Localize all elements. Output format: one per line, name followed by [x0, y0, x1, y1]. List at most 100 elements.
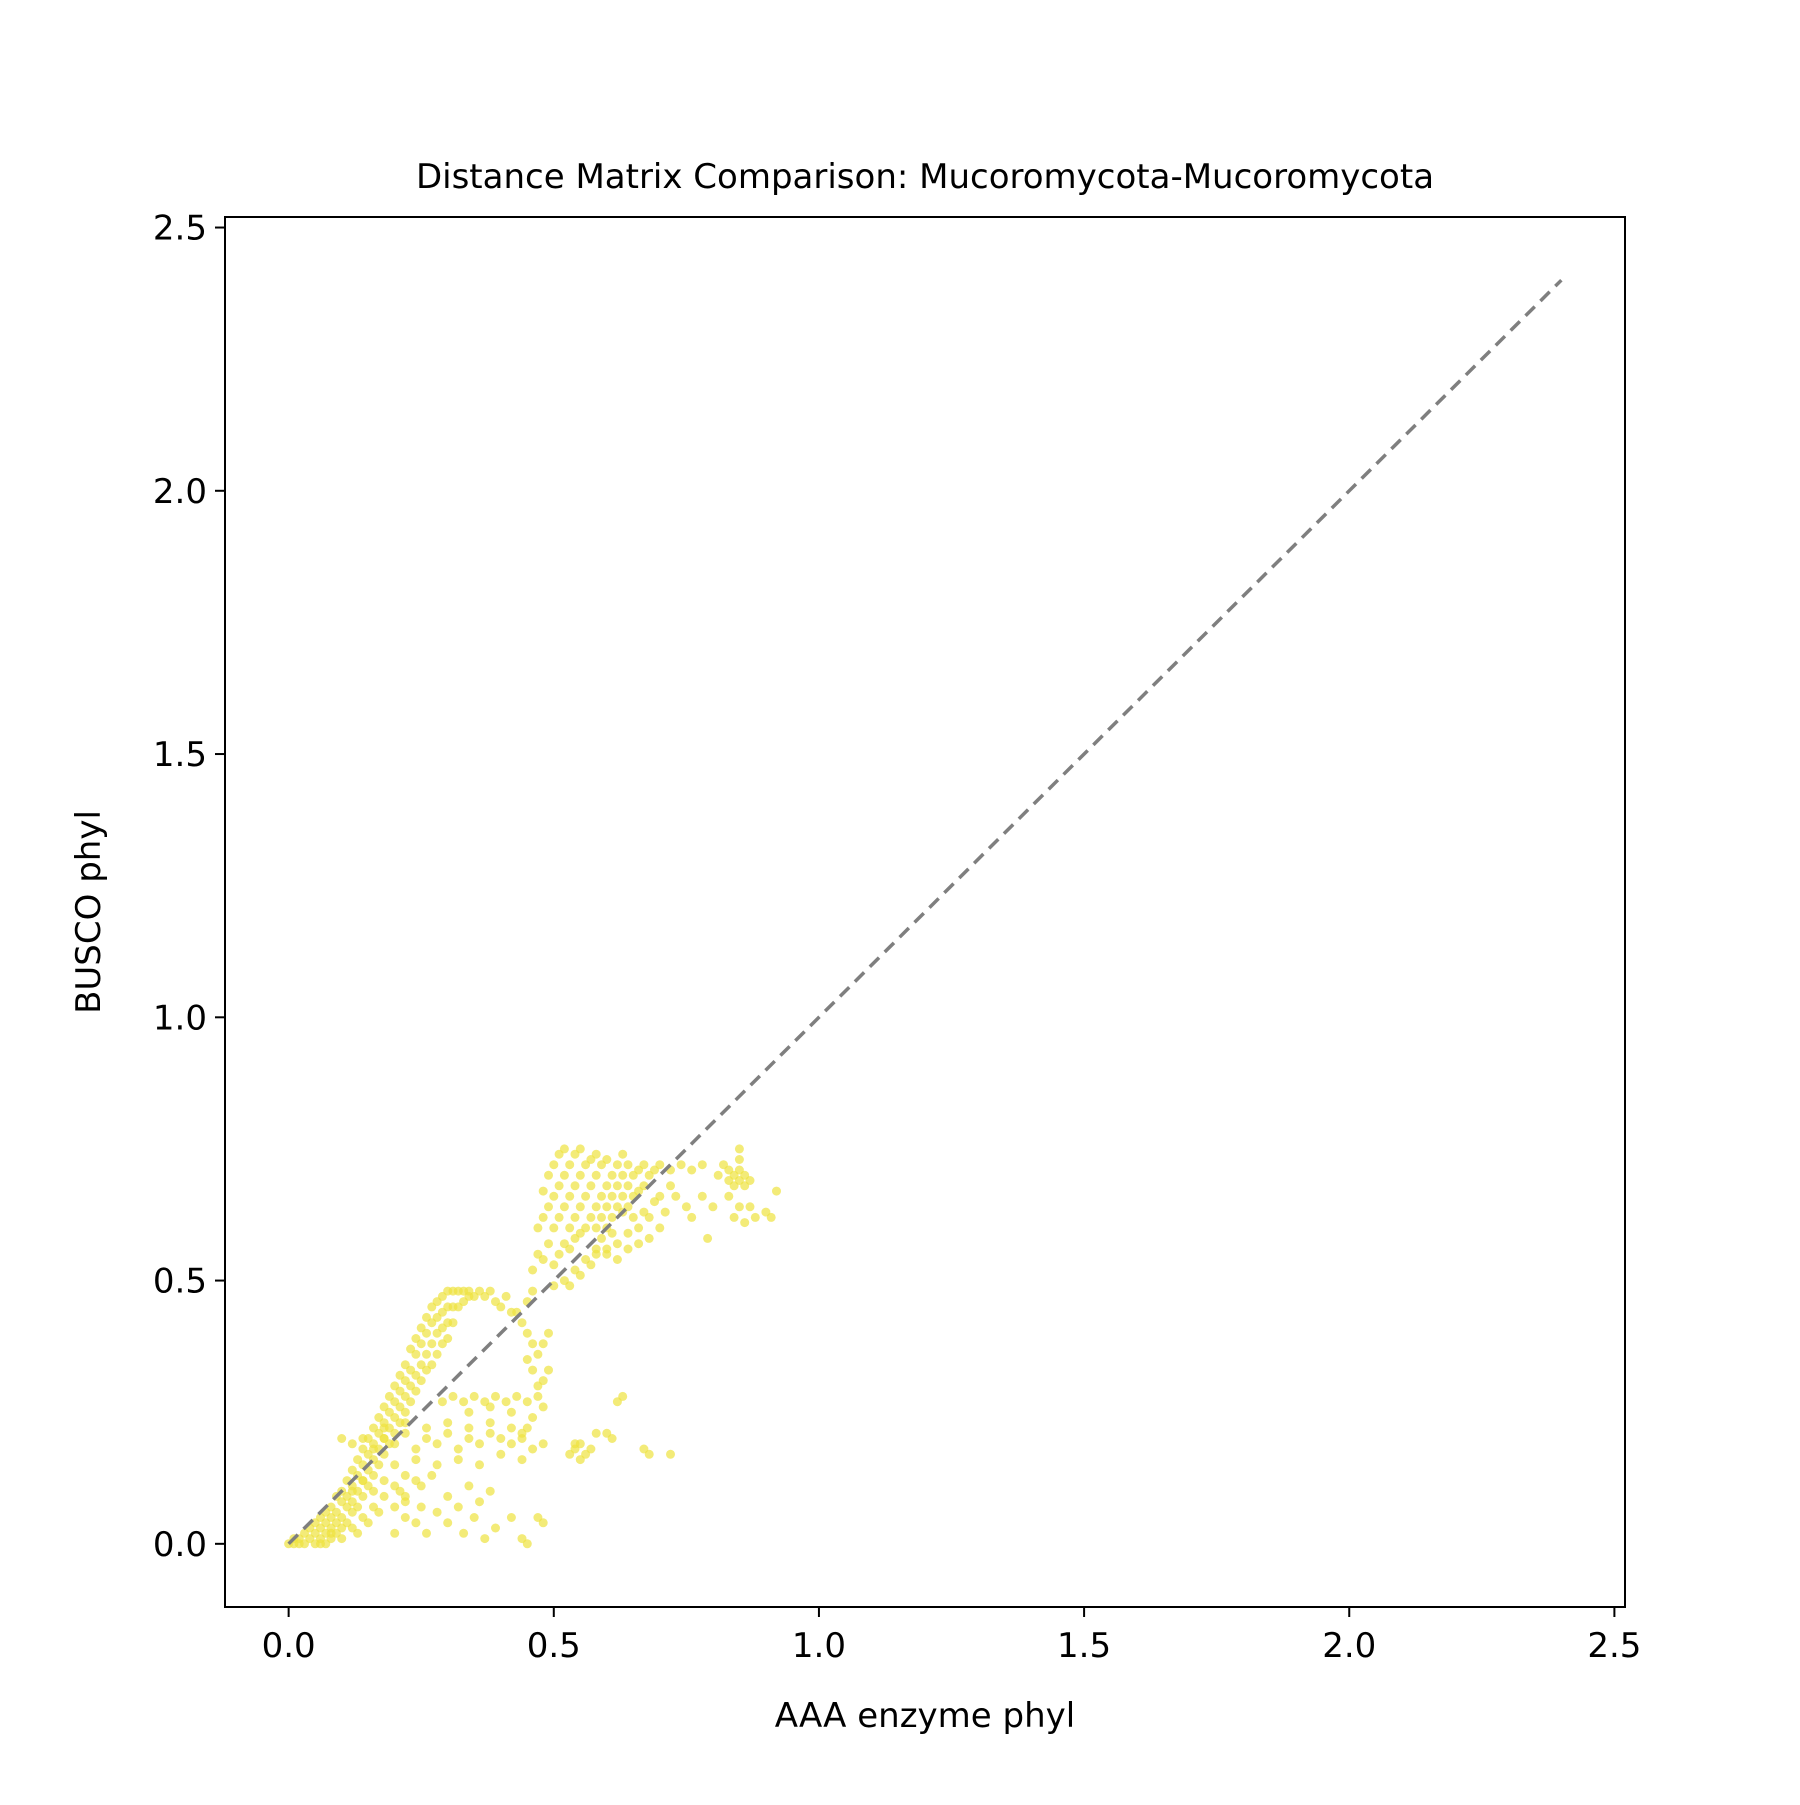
scatter-point: [591, 1149, 601, 1159]
scatter-point: [597, 1191, 606, 1201]
scatter-point: [475, 1497, 484, 1507]
scatter-point: [422, 1349, 431, 1359]
scatter-point: [554, 1181, 564, 1191]
scatter-point: [533, 1349, 543, 1359]
scatter-point: [416, 1339, 426, 1349]
scatter-point: [586, 1181, 596, 1191]
scatter-point: [491, 1523, 500, 1533]
scatter-point: [618, 1391, 628, 1401]
scatter-point: [353, 1502, 363, 1512]
scatter-point: [485, 1428, 495, 1438]
scatter-point: [432, 1439, 442, 1449]
scatter-point: [353, 1528, 363, 1538]
scatter-point: [538, 1402, 548, 1412]
scatter-point: [358, 1491, 368, 1501]
scatter-point: [411, 1349, 421, 1359]
scatter-point: [544, 1170, 553, 1180]
scatter-point: [522, 1539, 532, 1549]
y-tick-label: 0.0: [153, 1525, 207, 1565]
scatter-point: [612, 1255, 622, 1264]
scatter-point: [628, 1212, 638, 1222]
scatter-point: [411, 1444, 421, 1454]
scatter-point: [443, 1334, 453, 1343]
scatter-point: [565, 1244, 575, 1254]
scatter-point: [687, 1165, 697, 1175]
scatter-point: [522, 1355, 532, 1364]
scatter-point: [549, 1191, 559, 1201]
scatter-point: [390, 1528, 400, 1538]
scatter-point: [517, 1318, 527, 1328]
scatter-point: [448, 1318, 458, 1328]
x-tick-label: 1.5: [1057, 1626, 1111, 1666]
scatter-point: [538, 1186, 548, 1196]
scatter-point: [634, 1223, 644, 1233]
scatter-point: [750, 1212, 760, 1222]
scatter-point: [575, 1455, 585, 1465]
scatter-point: [369, 1444, 378, 1454]
scatter-point: [337, 1434, 347, 1443]
scatter-point: [544, 1202, 553, 1212]
scatter-point: [639, 1160, 649, 1170]
scatter-point: [575, 1170, 585, 1180]
scatter-point: [422, 1528, 431, 1538]
scatter-point: [729, 1212, 739, 1222]
scatter-point: [655, 1160, 665, 1170]
scatter-point: [549, 1223, 559, 1233]
scatter-point: [581, 1191, 591, 1201]
reference-line: [287, 278, 1563, 1546]
scatter-point: [411, 1518, 421, 1528]
scatter-point: [453, 1455, 463, 1465]
scatter-point: [687, 1212, 697, 1222]
scatter-point: [565, 1281, 575, 1291]
scatter-point: [512, 1391, 522, 1401]
scatter-point: [623, 1244, 633, 1254]
scatter-point: [528, 1286, 538, 1296]
scatter-point: [559, 1202, 569, 1212]
scatter-point: [427, 1339, 437, 1349]
scatter-point: [623, 1202, 633, 1212]
x-axis: 0.0 0.5 1.0 1.5 2.0 2.5: [262, 1607, 1641, 1666]
scatter-point: [538, 1439, 548, 1449]
plot-frame: [224, 216, 1626, 1608]
scatter-point: [448, 1391, 458, 1401]
scatter-point: [565, 1223, 575, 1233]
scatter-point: [347, 1439, 357, 1449]
scatter-point: [475, 1460, 484, 1470]
scatter-point: [480, 1534, 490, 1544]
scatter-point: [565, 1160, 575, 1170]
x-tick-label: 0.5: [527, 1626, 581, 1666]
scatter-point: [586, 1260, 596, 1270]
scatter-point: [740, 1218, 750, 1228]
y-tick-label: 1.0: [153, 998, 207, 1038]
scatter-point: [559, 1144, 569, 1154]
scatter-point: [363, 1518, 373, 1528]
scatter-point: [634, 1239, 644, 1249]
scatter-point: [666, 1181, 675, 1191]
scatter-point: [443, 1428, 453, 1438]
scatter-point: [602, 1244, 612, 1254]
scatter-point: [390, 1502, 400, 1512]
scatter-point: [549, 1260, 559, 1270]
points-layer: [284, 1144, 781, 1549]
scatter-point: [597, 1212, 606, 1222]
scatter-point: [411, 1455, 421, 1465]
scatter-point: [453, 1502, 463, 1512]
scatter-point: [538, 1212, 548, 1222]
y-tick-label: 2.5: [153, 209, 207, 249]
scatter-point: [570, 1181, 580, 1191]
scatter-point: [400, 1470, 410, 1480]
scatter-point: [464, 1407, 474, 1417]
scatter-point: [734, 1144, 744, 1154]
x-tick-label: 0.0: [262, 1626, 316, 1666]
scatter-point: [591, 1202, 601, 1212]
scatter-point: [369, 1470, 378, 1480]
scatter-point: [544, 1365, 553, 1375]
scatter-point: [570, 1212, 580, 1222]
x-tick-label: 1.0: [792, 1626, 846, 1666]
scatter-point: [586, 1444, 596, 1454]
scatter-point: [522, 1328, 532, 1338]
scatter-point: [337, 1534, 347, 1544]
x-tick-label: 2.5: [1587, 1626, 1641, 1666]
scatter-point: [517, 1455, 527, 1465]
scatter-point: [528, 1444, 538, 1454]
